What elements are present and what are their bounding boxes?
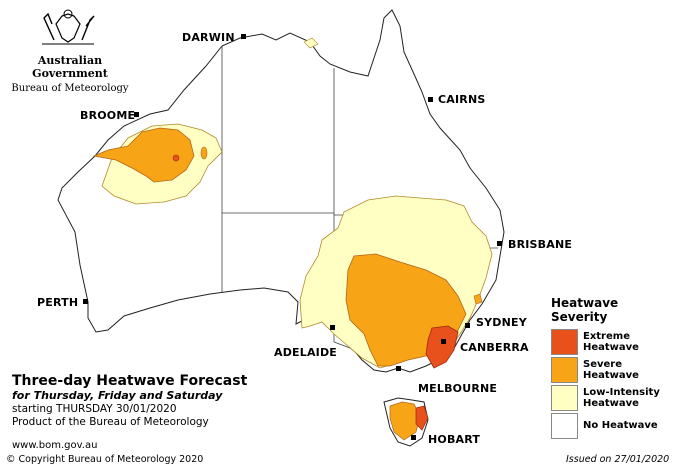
coat-of-arms-icon [42,9,95,45]
city-markers [83,34,502,440]
legend-swatch-low-intensity [551,385,578,411]
melbourne-marker [396,366,401,371]
legend-title: Heatwave Severity [551,296,619,324]
wa-extreme-spot [172,154,180,162]
legend-label-none: No Heatwave [583,420,658,431]
canberra-marker [441,339,446,344]
forecast-start: starting THURSDAY 30/01/2020 [12,403,177,415]
adelaide-marker [330,325,335,330]
se-severe-patch [473,293,483,305]
legend: Heatwave Severity Extreme Heatwave Sever… [551,296,661,439]
city-label-perth: PERTH [37,296,79,309]
city-label-hobart: HOBART [428,433,481,446]
city-label-cairns: CAIRNS [438,93,486,106]
brisbane-marker [497,241,502,246]
legend-swatch-extreme [551,329,578,355]
government-name: Australian Government [32,54,108,80]
tas-severe-region [389,401,421,441]
city-label-brisbane: BRISBANE [508,238,573,251]
legend-item-none: No Heatwave [551,413,671,439]
legend-item-extreme: Extreme Heatwave [551,329,671,355]
city-label-melbourne: MELBOURNE [418,382,498,395]
copyright-notice: © Copyright Bureau of Meteorology 2020 [6,454,204,465]
government-logo: Australian Government Bureau of Meteorol… [10,8,130,94]
legend-swatch-none [551,413,578,439]
city-label-adelaide: ADELAIDE [274,346,338,359]
cairns-marker [428,97,433,102]
qld-north-low-patch [303,37,319,49]
forecast-title-block: Three-day Heatwave Forecast for Thursday… [12,373,247,428]
forecast-product: Product of the Bureau of Meteorology [12,416,209,428]
se-extreme-region [425,325,459,369]
legend-label-extreme: Extreme Heatwave [583,331,639,353]
sydney-marker [465,323,470,328]
city-label-canberra: CANBERRA [460,341,529,354]
issued-date: Issued on 27/01/2020 [566,454,670,465]
broome-marker [134,112,139,117]
agency-name: Bureau of Meteorology [11,83,129,94]
legend-swatch-severe [551,357,578,383]
website-url: www.bom.gov.au [12,440,98,451]
wa-severe-patch [200,146,208,160]
legend-label-severe: Severe Heatwave [583,359,639,381]
forecast-days: for Thursday, Friday and Saturday [12,389,223,402]
city-label-broome: BROOME [80,109,136,122]
hobart-marker [411,435,416,440]
city-label-darwin: DARWIN [182,31,235,44]
tas-extreme-region [415,405,429,431]
legend-item-severe: Severe Heatwave [551,357,671,383]
city-label-sydney: SYDNEY [476,316,527,329]
wa-severe-region [92,127,195,183]
legend-label-low-intensity: Low-Intensity Heatwave [583,387,660,409]
legend-item-low-intensity: Low-Intensity Heatwave [551,385,671,411]
perth-marker [83,299,88,304]
darwin-marker [241,34,246,39]
forecast-title: Three-day Heatwave Forecast [12,373,248,389]
